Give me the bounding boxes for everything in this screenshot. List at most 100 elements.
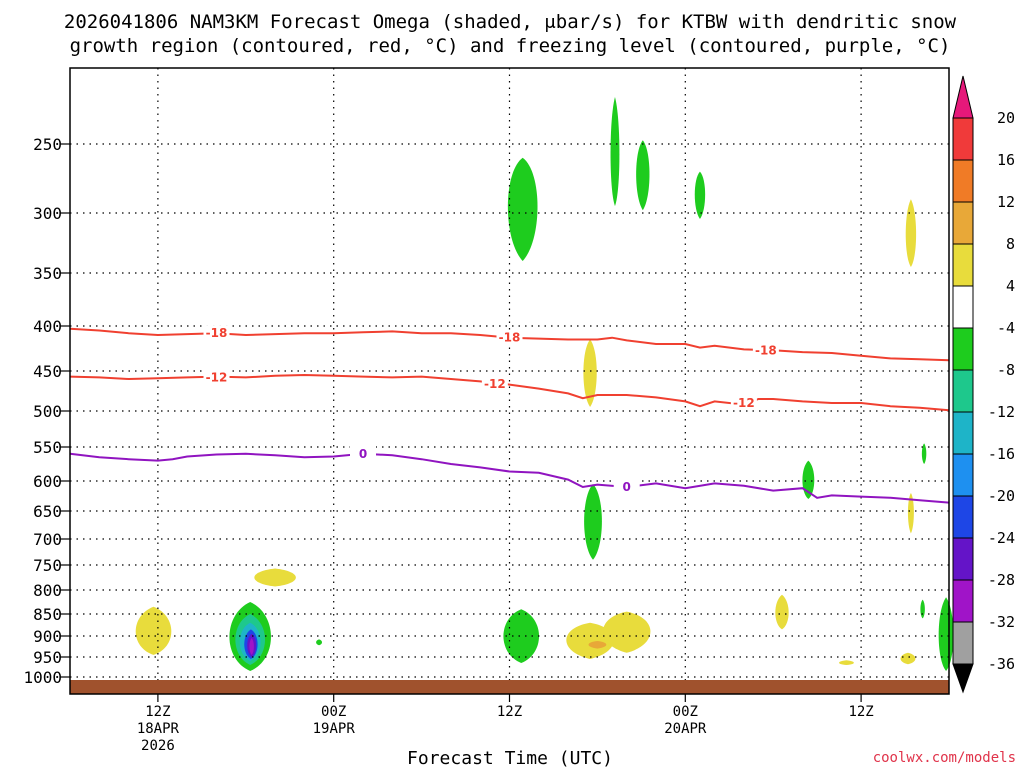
contour-label-0-1: 0 bbox=[623, 480, 631, 494]
contour-label-bg--12-2 bbox=[730, 395, 757, 410]
x-tick-label-54-l1: 12Z bbox=[848, 704, 873, 720]
y-tick-label-600: 600 bbox=[33, 472, 62, 491]
y-tick-label-250: 250 bbox=[33, 135, 62, 154]
x-tick-label-42-l2: 20APR bbox=[664, 721, 707, 737]
contour-label-bg-0-0 bbox=[350, 445, 376, 461]
colorbar-label--28: -28 bbox=[988, 571, 1015, 589]
y-tick-label-700: 700 bbox=[33, 530, 62, 549]
omega-shading-28 bbox=[839, 660, 854, 665]
omega-shading-24 bbox=[775, 594, 789, 630]
contour-label--18-0: -18 bbox=[206, 326, 228, 340]
omega-shading-26 bbox=[938, 597, 954, 671]
omega-shading-25 bbox=[920, 599, 925, 619]
terrain-layer bbox=[70, 680, 949, 694]
omega-shading-18 bbox=[249, 638, 254, 655]
contour-label-bg--12-1 bbox=[481, 375, 508, 391]
colorbar-band--20-to--16 bbox=[952, 453, 974, 497]
colorbar-label-4: 4 bbox=[1006, 277, 1015, 295]
contour-label-bg-0-1 bbox=[613, 479, 640, 494]
contour-label--18-1: -18 bbox=[499, 331, 521, 345]
colorbar-band--36-to--32 bbox=[952, 621, 974, 665]
y-tick-label-800: 800 bbox=[33, 581, 62, 600]
y-tick-label-550: 550 bbox=[33, 438, 62, 457]
omega-shading-4 bbox=[905, 199, 917, 267]
colorbar-label--36: -36 bbox=[988, 655, 1015, 673]
colorbar-top-arrow bbox=[952, 75, 974, 119]
contour-label--18-2: -18 bbox=[755, 343, 777, 357]
y-tick-label-950: 950 bbox=[33, 648, 62, 667]
colorbar-band-8-to-12 bbox=[952, 201, 974, 245]
contour-label-bg--18-2 bbox=[752, 342, 779, 358]
contour-line--12 bbox=[69, 373, 950, 412]
x-tick-label-18-l2: 19APR bbox=[313, 721, 356, 737]
colorbar-band--28-to--24 bbox=[952, 537, 974, 581]
x-tick-label-18-l1: 00Z bbox=[321, 704, 346, 720]
colorbar-band--12-to--8 bbox=[952, 369, 974, 413]
colorbar-band--24-to--20 bbox=[952, 495, 974, 539]
colorbar-label--12: -12 bbox=[988, 403, 1015, 421]
contour-label-bg--18-0 bbox=[203, 325, 230, 341]
omega-shading-8 bbox=[907, 493, 914, 534]
y-tick-label-900: 900 bbox=[33, 627, 62, 646]
omega-shading-9 bbox=[584, 484, 602, 560]
colorbar-band--4-to-4 bbox=[952, 285, 974, 329]
x-axis-label: Forecast Time (UTC) bbox=[407, 748, 613, 768]
contour-label--12-1: -12 bbox=[484, 377, 506, 391]
y-tick-label-500: 500 bbox=[33, 402, 62, 421]
colorbar-band-12-to-16 bbox=[952, 159, 974, 203]
contour-label--12-0: -12 bbox=[206, 370, 228, 384]
y-tick-label-850: 850 bbox=[33, 605, 62, 624]
omega-shading-0 bbox=[507, 157, 538, 261]
colorbar-band--32-to--28 bbox=[952, 579, 974, 623]
terrain-bar bbox=[70, 680, 949, 694]
temperature-contours: -18 -18 -18 -12 -12 -12 0 0 bbox=[69, 325, 950, 504]
y-tick-label-300: 300 bbox=[33, 204, 62, 223]
omega-shading-20 bbox=[503, 609, 540, 663]
y-tick-label-650: 650 bbox=[33, 502, 62, 521]
x-tick-label-6-l2: 18APR bbox=[137, 721, 180, 737]
omega-shading-19 bbox=[316, 639, 323, 646]
y-tick-label-350: 350 bbox=[33, 264, 62, 283]
y-tick-label-750: 750 bbox=[33, 556, 62, 575]
chart-title-line-2: growth region (contoured, red, °C) and f… bbox=[70, 35, 951, 57]
colorbar-band-16-to-20 bbox=[952, 117, 974, 161]
x-tick-label-6-l3: 2026 bbox=[141, 738, 175, 754]
colorbar-band--16-to--12 bbox=[952, 411, 974, 455]
omega-shading-21 bbox=[566, 622, 614, 659]
omega-shading-5 bbox=[583, 339, 597, 407]
colorbar-label--8: -8 bbox=[997, 361, 1015, 379]
colorbar: 20 16 12 8 4 -4 -8 -12 -16 -20 -24 -28 -32 -36 bbox=[952, 75, 1015, 694]
contour-label-bg--18-1 bbox=[496, 329, 523, 345]
omega-shading-2 bbox=[636, 140, 650, 211]
contour-label--12-2: -12 bbox=[733, 396, 755, 410]
omega-shading-6 bbox=[921, 443, 927, 464]
credit-text: coolwx.com/models bbox=[873, 750, 1016, 766]
colorbar-band-4-to-8 bbox=[952, 243, 974, 287]
y-tick-label-450: 450 bbox=[33, 362, 62, 381]
chart-title-line-1: 2026041806 NAM3KM Forecast Omega (shaded… bbox=[64, 11, 957, 33]
omega-shading-27 bbox=[900, 652, 916, 665]
colorbar-label-16: 16 bbox=[997, 151, 1015, 169]
x-tick-label-30-l1: 12Z bbox=[497, 704, 522, 720]
colorbar-label--16: -16 bbox=[988, 445, 1015, 463]
grid-lines bbox=[70, 68, 949, 694]
omega-shading-layer bbox=[135, 97, 954, 671]
contour-label-0-0: 0 bbox=[359, 447, 367, 461]
colorbar-label--32: -32 bbox=[988, 613, 1015, 631]
colorbar-label-20: 20 bbox=[997, 109, 1015, 127]
contour-line-0 bbox=[69, 452, 950, 504]
colorbar-label--4: -4 bbox=[997, 319, 1015, 337]
omega-shading-22 bbox=[602, 611, 651, 653]
colorbar-label-12: 12 bbox=[997, 193, 1015, 211]
colorbar-label--20: -20 bbox=[988, 487, 1015, 505]
y-axis-ticks: 250 300 350 400 450 500 550 600 650 700 750 800 850 9… bbox=[23, 135, 70, 687]
y-tick-label-400: 400 bbox=[33, 317, 62, 336]
y-tick-label-1000: 1000 bbox=[23, 668, 62, 687]
x-tick-label-42-l1: 00Z bbox=[673, 704, 698, 720]
omega-shading-23 bbox=[588, 641, 607, 649]
contour-label-bg--12-0 bbox=[203, 369, 230, 385]
omega-shading-1 bbox=[610, 97, 620, 207]
colorbar-band--8-to--4 bbox=[952, 327, 974, 371]
